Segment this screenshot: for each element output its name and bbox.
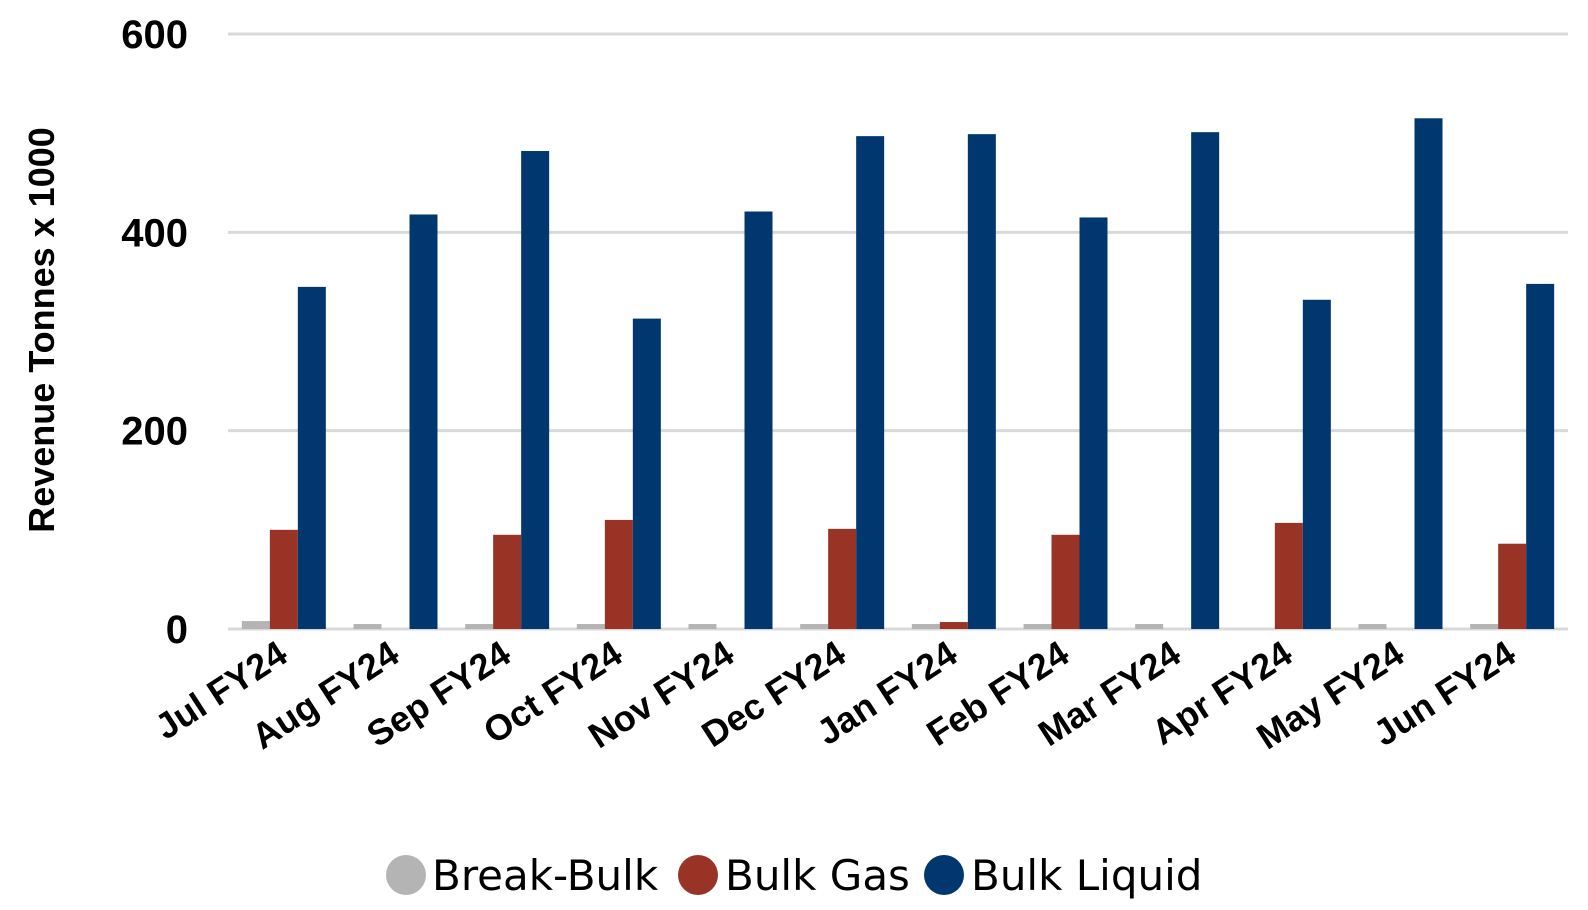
bar-bulk-gas-9 <box>1274 522 1303 629</box>
y-tick-label: 400 <box>121 211 188 255</box>
y-tick-label: 200 <box>121 410 188 454</box>
bar-break-bulk-6 <box>911 624 940 629</box>
bar-bulk-liquid-7 <box>1079 217 1108 630</box>
bar-bulk-gas-5 <box>828 528 857 629</box>
bar-bulk-liquid-3 <box>632 318 661 629</box>
y-tick-label: 600 <box>121 13 188 57</box>
legend-label: Bulk Liquid <box>971 851 1202 900</box>
legend: Break-Bulk Bulk Gas Bulk Liquid <box>386 851 1202 900</box>
legend-marker <box>678 855 718 895</box>
bar-bulk-liquid-6 <box>967 134 996 630</box>
bar-bulk-gas-2 <box>493 534 522 629</box>
y-axis-label: Revenue Tonnes x 1000 <box>21 127 62 533</box>
bar-bulk-liquid-9 <box>1302 299 1331 629</box>
bar-break-bulk-4 <box>688 624 717 629</box>
bar-bulk-liquid-0 <box>297 286 326 629</box>
y-tick-label: 0 <box>166 608 188 652</box>
bar-bulk-gas-3 <box>604 519 633 629</box>
bar-bulk-liquid-2 <box>521 151 550 629</box>
legend-label: Break-Bulk <box>432 851 659 900</box>
bar-bulk-liquid-11 <box>1526 283 1555 629</box>
bar-break-bulk-10 <box>1358 624 1387 629</box>
bar-break-bulk-7 <box>1023 624 1052 629</box>
bar-break-bulk-5 <box>800 624 829 629</box>
bar-bulk-liquid-5 <box>856 136 885 629</box>
bar-break-bulk-3 <box>576 624 605 629</box>
bar-break-bulk-0 <box>241 621 270 629</box>
gridlines <box>228 32 1568 631</box>
bar-bulk-liquid-4 <box>744 211 773 629</box>
legend-marker <box>924 855 964 895</box>
bars <box>241 118 1555 630</box>
bar-bulk-liquid-8 <box>1191 132 1220 630</box>
bar-break-bulk-1 <box>353 624 382 629</box>
bar-bulk-gas-0 <box>269 529 298 629</box>
bar-bulk-gas-6 <box>939 622 968 629</box>
bar-bulk-gas-7 <box>1051 534 1080 629</box>
bar-break-bulk-11 <box>1470 624 1499 629</box>
y-axis-ticks: 0 200 400 600 <box>121 13 188 652</box>
bar-bulk-liquid-1 <box>409 214 438 629</box>
bar-bulk-gas-11 <box>1498 543 1527 629</box>
bar-break-bulk-8 <box>1135 624 1164 629</box>
legend-label: Bulk Gas <box>725 851 910 900</box>
legend-marker <box>386 855 426 895</box>
bar-bulk-liquid-10 <box>1414 118 1443 630</box>
bar-break-bulk-2 <box>465 624 494 629</box>
